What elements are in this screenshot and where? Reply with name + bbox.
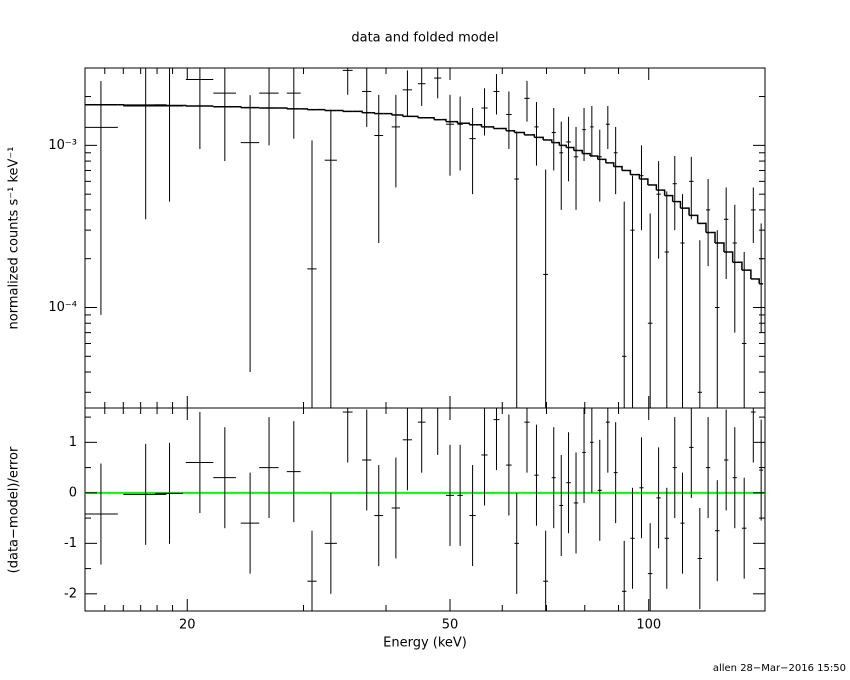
model-step-riser xyxy=(736,261,743,271)
model-step-riser xyxy=(518,131,526,135)
model-step-riser xyxy=(462,122,471,125)
model-step-riser xyxy=(352,110,363,113)
model-step-riser xyxy=(316,108,326,111)
model-step-riser xyxy=(710,231,716,243)
model-step-riser xyxy=(555,141,561,146)
model-step-riser xyxy=(425,117,435,120)
model-step-riser xyxy=(643,178,649,185)
model-step-riser xyxy=(585,152,591,156)
plot-frame xyxy=(84,407,766,612)
model-step-riser xyxy=(336,109,344,112)
model-step-riser xyxy=(453,120,459,124)
y-tick-label: 10⁻⁴ xyxy=(48,300,77,315)
model-step-riser xyxy=(755,278,760,284)
model-step-riser xyxy=(728,251,734,263)
y-axis-label: (data−model)/error xyxy=(7,446,22,573)
model-step-riser xyxy=(475,124,483,127)
model-step-riser xyxy=(652,184,658,191)
plot-area xyxy=(85,68,764,408)
model-step-riser xyxy=(235,106,242,108)
model-step-riser xyxy=(593,155,599,160)
x-tick-label: 100 xyxy=(636,618,661,633)
model-step-riser xyxy=(278,107,288,109)
model-step-riser xyxy=(719,242,725,252)
model-step-riser xyxy=(570,146,575,151)
y-axis-label: normalized counts s⁻¹ keV⁻¹ xyxy=(7,147,22,330)
x-tick-label: 50 xyxy=(442,618,459,633)
chart-title: data and folded model xyxy=(351,31,498,46)
model-step-riser xyxy=(400,114,404,117)
model-step-riser xyxy=(300,108,309,110)
model-step-riser xyxy=(538,136,544,140)
model-step-riser xyxy=(499,127,507,131)
model-step-riser xyxy=(548,139,553,143)
y-tick-label: -1 xyxy=(64,536,77,551)
model-step-riser xyxy=(511,130,516,133)
model-step-riser xyxy=(660,189,666,196)
y-tick-label: -2 xyxy=(64,586,77,601)
model-step-riser xyxy=(693,214,699,224)
x-tick-label: 20 xyxy=(179,618,196,633)
model-step-riser xyxy=(617,165,623,171)
model-step-riser xyxy=(634,173,641,180)
model-step-riser xyxy=(578,149,583,154)
model-step-riser xyxy=(601,158,607,163)
model-step-riser xyxy=(487,126,495,129)
model-step-riser xyxy=(684,207,690,216)
model-step-riser xyxy=(668,194,674,202)
model-step-riser xyxy=(563,144,568,148)
model-step-riser xyxy=(701,222,707,233)
plot-area xyxy=(85,408,765,611)
model-step-riser xyxy=(609,162,615,167)
model-step-riser xyxy=(626,169,632,175)
y-tick-label: 0 xyxy=(69,485,77,500)
model-step-riser xyxy=(371,111,376,114)
model-step-riser xyxy=(746,269,752,279)
y-tick-label: 10⁻³ xyxy=(48,138,77,153)
model-step-riser xyxy=(529,134,536,138)
model-step-riser xyxy=(412,115,419,118)
y-tick-label: 1 xyxy=(69,435,77,450)
x-axis-label: Energy (keV) xyxy=(383,636,467,651)
footer: allen 28−Mar−2016 15:50 xyxy=(713,663,846,674)
plot-frame xyxy=(84,67,766,409)
model-step-riser xyxy=(441,118,447,122)
model-step-riser xyxy=(383,112,393,115)
model-step-riser xyxy=(676,200,682,209)
